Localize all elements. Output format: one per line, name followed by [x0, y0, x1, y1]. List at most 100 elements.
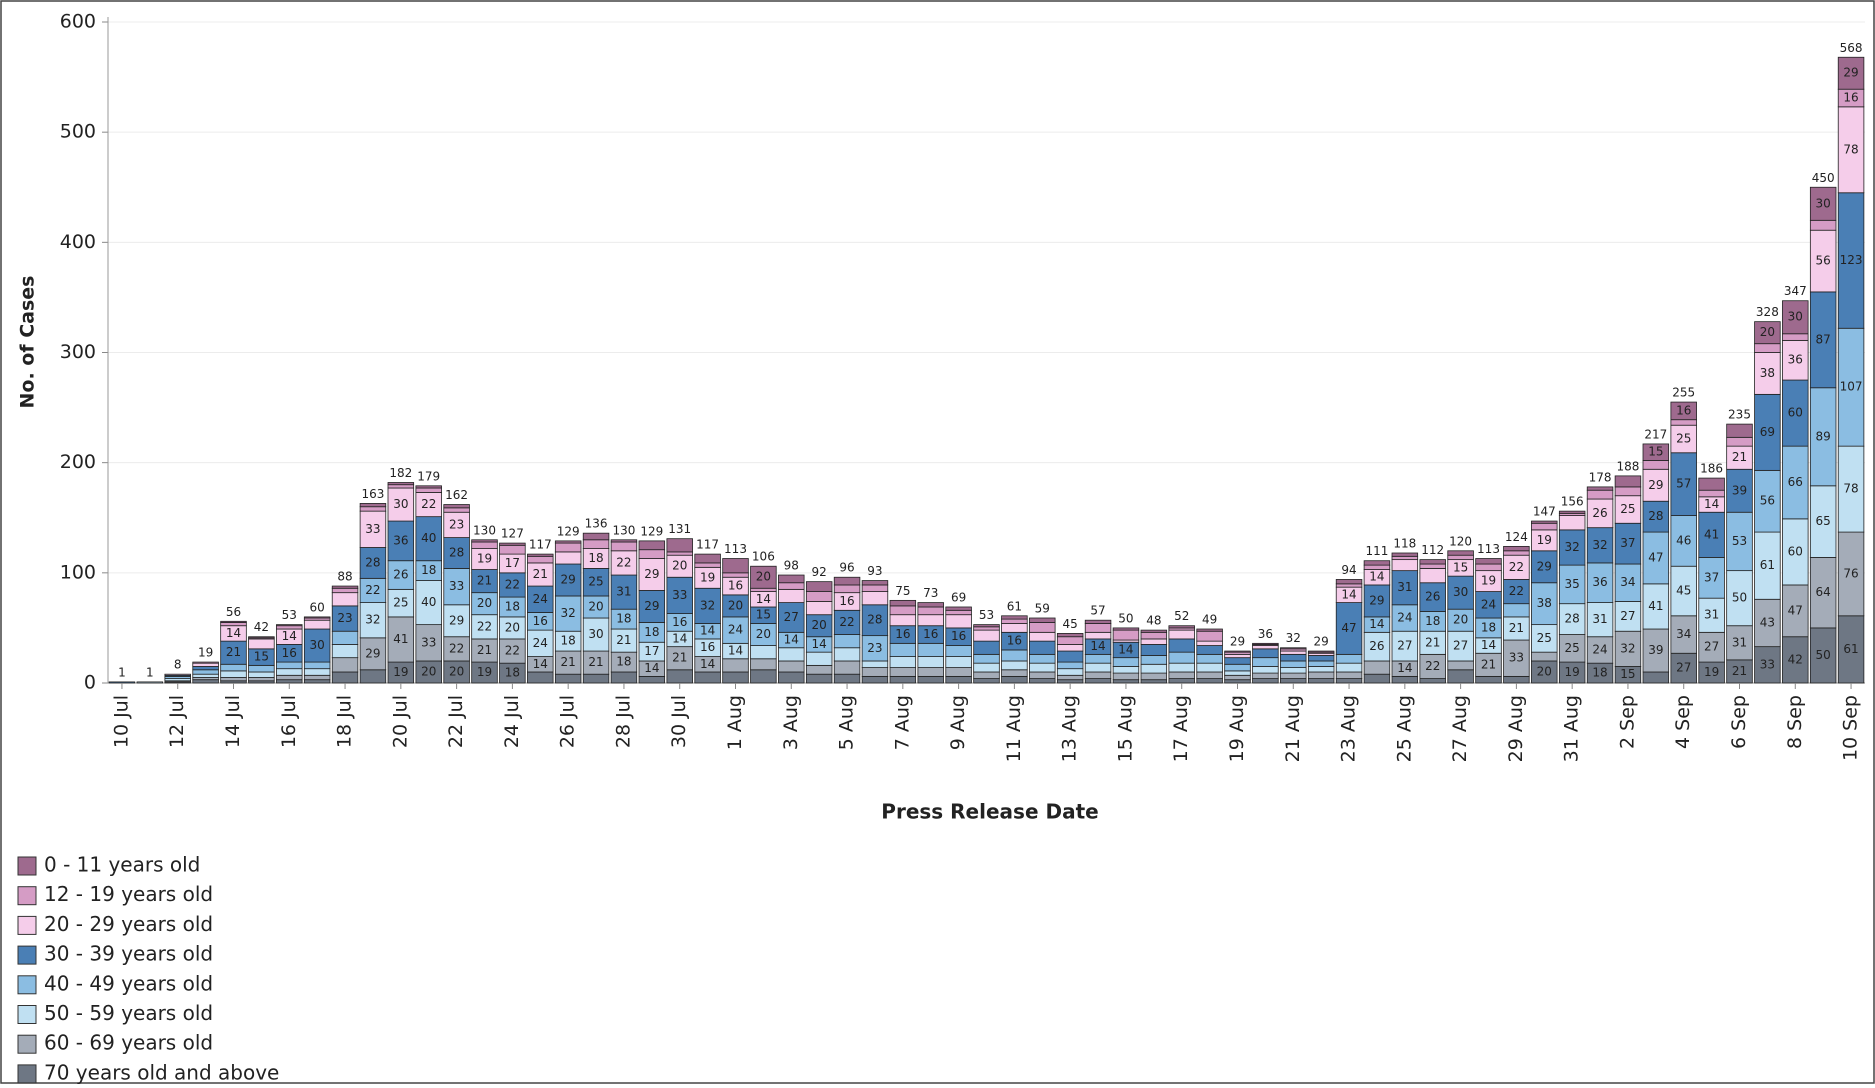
total-label: 53: [979, 608, 994, 622]
bar-segment: [1307, 650, 1335, 653]
segment-label: 69: [1760, 425, 1775, 439]
bar-segment: [1001, 615, 1028, 620]
total-label: 113: [1477, 542, 1500, 556]
total-label: 156: [1561, 495, 1584, 509]
bar-segment: [722, 671, 749, 684]
bar-segment: [1670, 401, 1697, 421]
segment-label: 19: [477, 552, 492, 566]
bar-segment: [1001, 669, 1028, 677]
bar-segment: [1307, 660, 1335, 667]
total-label: 98: [784, 559, 799, 573]
bar-segment: [1809, 387, 1837, 487]
bar-segment: [1112, 627, 1140, 631]
segment-label: 50: [1816, 648, 1831, 662]
segment-label: 37: [1704, 570, 1719, 584]
bar-segment: [1586, 527, 1614, 564]
segment-label: 14: [812, 637, 827, 651]
bar-segment: [722, 616, 749, 644]
bar-segment: [1196, 653, 1223, 664]
segment-label: 20: [421, 664, 436, 678]
bar-segment: [1503, 675, 1530, 684]
bar-segment: [1531, 522, 1558, 531]
segment-label: 30: [1788, 310, 1803, 324]
bar-segment: [973, 624, 1000, 628]
bar-segment: [1168, 629, 1195, 640]
bar-segment: [359, 602, 387, 639]
bar-segment: [499, 572, 526, 598]
bar-segment: [1809, 485, 1837, 558]
segment-label: 25: [1537, 631, 1552, 645]
total-label: 188: [1616, 459, 1639, 473]
segment-label: 14: [533, 657, 548, 671]
bar-segment: [1029, 662, 1056, 673]
bar-segment: [833, 673, 861, 684]
segment-label: 87: [1816, 332, 1831, 346]
bar-segment: [1726, 468, 1753, 513]
bar-segment: [1419, 678, 1446, 684]
total-label: 129: [640, 524, 663, 538]
bar-segment: [1001, 675, 1028, 684]
bar-segment: [1754, 393, 1781, 471]
bar-segment: [945, 656, 972, 668]
segment-label: 23: [337, 611, 352, 625]
bar-segment: [471, 614, 498, 640]
segment-label: 33: [421, 635, 436, 649]
bar-segment: [1670, 419, 1697, 426]
bar-segment: [1196, 640, 1223, 646]
bar-segment: [1224, 663, 1251, 672]
bar-segment: [1335, 678, 1363, 684]
bar-segment: [248, 664, 275, 673]
bar-segment: [276, 624, 303, 627]
bar-segment: [359, 547, 387, 579]
bar-segment: [1112, 679, 1140, 684]
bar-segment: [1419, 582, 1446, 612]
x-tick-label: 13 Aug: [1059, 695, 1081, 762]
legend-swatch: [17, 1034, 37, 1054]
bar-segment: [610, 541, 638, 552]
legend-swatch: [17, 945, 37, 965]
legend-label: 20 - 29 years old: [44, 912, 213, 936]
total-label: 131: [668, 522, 691, 536]
bar-segment: [1447, 660, 1474, 671]
bar-segment: [1224, 657, 1251, 665]
bar-segment: [1531, 550, 1558, 584]
bar-segment: [443, 511, 470, 538]
x-tick-label: 4 Sep: [1672, 695, 1694, 749]
bar-segment: [778, 660, 805, 673]
segment-label: 22: [449, 641, 464, 655]
segment-label: 18: [421, 563, 436, 577]
total-label: 19: [198, 646, 213, 660]
bar-segment: [443, 604, 470, 638]
bar-segment: [694, 553, 721, 564]
segment-label: 20: [1537, 664, 1552, 678]
segment-label: 25: [1565, 641, 1580, 655]
bar-segment: [750, 645, 777, 660]
segment-label: 78: [1843, 482, 1858, 496]
segment-label: 33: [1509, 651, 1524, 665]
bar-segment: [1614, 475, 1642, 488]
segment-label: 17: [644, 644, 659, 658]
segment-label: 14: [1118, 642, 1133, 656]
bar-segment: [778, 588, 805, 603]
segment-label: 22: [839, 615, 854, 629]
segment-label: 19: [1537, 533, 1552, 547]
segment-label: 14: [1369, 617, 1384, 631]
bar-segment: [1754, 352, 1781, 395]
bar-segment: [1614, 486, 1642, 497]
total-label: 88: [337, 570, 352, 584]
segment-label: 14: [1341, 587, 1356, 601]
segment-label: 29: [1843, 66, 1858, 80]
segment-label: 21: [1425, 635, 1440, 649]
segment-label: 23: [449, 517, 464, 531]
total-label: 255: [1672, 386, 1695, 400]
segment-label: 25: [588, 575, 603, 589]
bar-segment: [694, 562, 721, 568]
bar-segment: [1670, 652, 1697, 684]
segment-label: 19: [1481, 574, 1496, 588]
segment-label: 20: [672, 559, 687, 573]
segment-label: 21: [1732, 450, 1747, 464]
segment-label: 30: [1816, 196, 1831, 210]
bar-segment: [1558, 510, 1586, 514]
bar-segment: [945, 606, 972, 611]
bar-segment: [666, 551, 693, 556]
